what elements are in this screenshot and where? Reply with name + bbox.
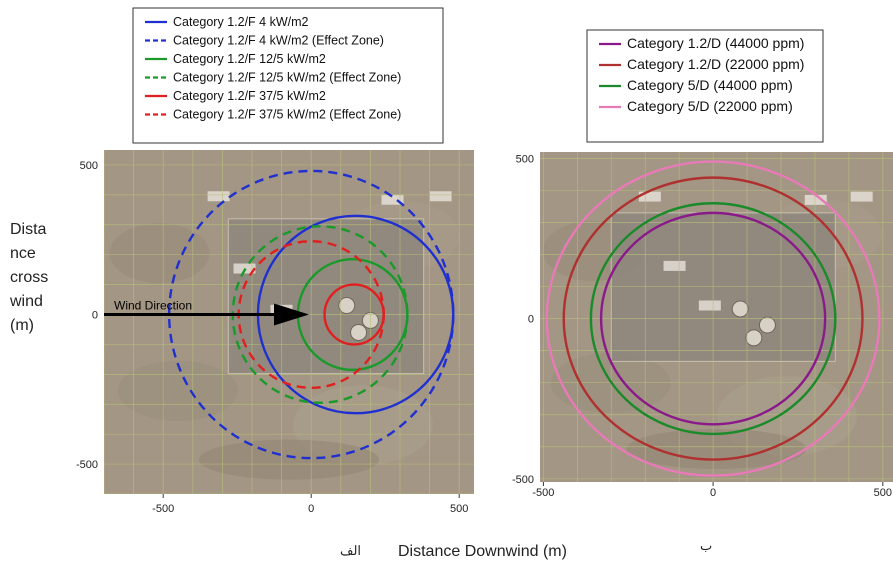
- building: [663, 260, 686, 271]
- series-contour-0: [256, 214, 455, 415]
- facility-compound: [610, 212, 836, 362]
- terrain-patch: [199, 439, 379, 480]
- panel-a-label: الف: [340, 543, 362, 558]
- building: [207, 191, 230, 202]
- building: [804, 194, 827, 205]
- terrain-patch: [118, 360, 238, 421]
- left-y-axis-label: Dista nce cross wind (m): [10, 218, 50, 338]
- legend-entry: Category 1.2/F 12/5 kW/m2 (Effect Zone): [173, 71, 401, 85]
- y-tick-label: 500: [80, 160, 98, 172]
- y-label-line-3: cross: [10, 269, 49, 286]
- legend-box: [586, 29, 824, 143]
- y-label-line-1: Dista: [10, 221, 47, 238]
- x-tick-label: 0: [710, 487, 716, 499]
- terrain-patch: [717, 376, 858, 456]
- terrain-patch: [550, 353, 671, 413]
- building: [698, 300, 721, 311]
- y-tick-label: 0: [92, 310, 98, 322]
- legend-entry: Category 1.2/D (44000 ppm): [627, 35, 804, 51]
- legend-entry: Category 1.2/F 37/5 kW/m2: [173, 89, 326, 103]
- y-label-line-4: wind: [10, 293, 43, 310]
- y-label-line-2: nce: [10, 245, 36, 262]
- storage-tank: [350, 323, 368, 341]
- legend-entry: Category 1.2/F 4 kW/m2: [173, 15, 309, 29]
- series-contour-0: [599, 211, 827, 426]
- y-tick-label: -500: [76, 459, 98, 471]
- terrain-patch: [626, 429, 807, 469]
- y-tick-label: 0: [528, 314, 534, 326]
- storage-tank: [361, 312, 379, 330]
- storage-tank: [758, 316, 776, 334]
- terrain-patch: [109, 223, 210, 284]
- terrain-patch: [762, 199, 883, 270]
- series-contour-5: [237, 240, 385, 390]
- legend-box: [132, 7, 444, 144]
- y-tick-label: 500: [516, 153, 534, 165]
- panel-b-label: ب: [700, 538, 713, 553]
- facility-compound: [227, 218, 425, 375]
- terrain-patch: [340, 201, 460, 271]
- x-tick-label: -500: [152, 503, 174, 515]
- x-tick-label: 500: [874, 487, 892, 499]
- wind-direction-arrow-head: [274, 303, 309, 326]
- legend-entry: Category 1.2/D (22000 ppm): [627, 56, 804, 72]
- series-contour-2: [589, 202, 837, 436]
- building: [233, 263, 256, 274]
- series-contour-4: [323, 283, 385, 346]
- storage-tank: [745, 329, 763, 347]
- series-contour-2: [296, 257, 409, 372]
- building: [270, 304, 293, 315]
- legend-entry: Category 1.2/F 37/5 kW/m2 (Effect Zone): [173, 108, 401, 122]
- plot-area-1: [540, 152, 893, 482]
- building: [638, 191, 661, 202]
- building: [850, 191, 873, 202]
- y-label-line-5: (m): [10, 317, 34, 334]
- legend-entry: Category 5/D (22000 ppm): [627, 98, 793, 114]
- storage-tank: [731, 300, 749, 318]
- series-contour-3: [545, 160, 881, 477]
- x-tick-label: 0: [308, 503, 314, 515]
- legend-entry: Category 5/D (44000 ppm): [627, 77, 793, 93]
- terrain-background: [104, 150, 474, 494]
- series-contour-1: [167, 169, 455, 460]
- series-contour-3: [231, 225, 409, 404]
- wind-direction-label: Wind Direction: [114, 299, 192, 313]
- terrain-patch: [293, 385, 433, 466]
- legend-entry: Category 1.2/F 12/5 kW/m2: [173, 52, 326, 66]
- terrain-patch: [542, 221, 643, 281]
- series-contour-1: [562, 176, 864, 461]
- terrain-background: [540, 152, 893, 482]
- building: [429, 191, 452, 202]
- x-tick-label: -500: [532, 487, 554, 499]
- building: [381, 194, 404, 205]
- y-tick-label: -500: [512, 474, 534, 486]
- x-axis-label: Distance Downwind (m): [398, 543, 567, 560]
- x-tick-label: 500: [450, 503, 468, 515]
- legend-entry: Category 1.2/F 4 kW/m2 (Effect Zone): [173, 34, 384, 48]
- plot-area-0: [104, 150, 474, 494]
- storage-tank: [338, 297, 356, 315]
